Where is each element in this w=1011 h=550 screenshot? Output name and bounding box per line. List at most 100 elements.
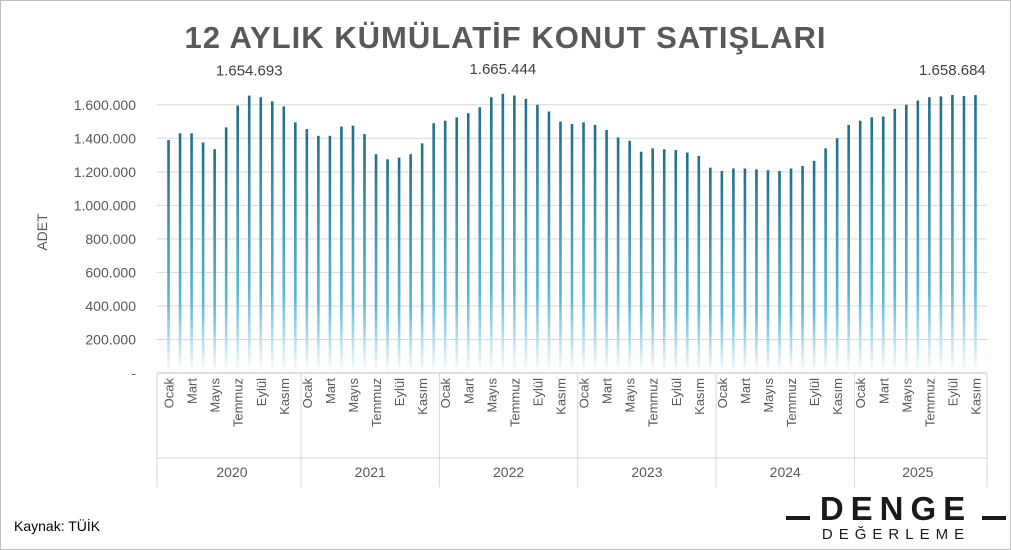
x-tick-label-month: Ocak: [577, 378, 592, 409]
x-tick-label-month: Temmuz: [507, 378, 522, 427]
bar: [639, 151, 643, 373]
bar: [340, 126, 343, 373]
bar: [386, 159, 389, 373]
bar: [270, 101, 274, 373]
bar: [732, 168, 735, 373]
x-tick-label-month: Mart: [600, 378, 615, 404]
bar: [524, 98, 528, 373]
y-tick-label: -: [131, 365, 136, 381]
x-tick-label-year: 2024: [770, 464, 801, 480]
chart-title: 12 AYLIK KÜMÜLATİF KONUT SATIŞLARI: [184, 20, 827, 55]
y-tick-label: 400.000: [85, 298, 136, 314]
bar: [766, 170, 770, 373]
bar: [466, 113, 470, 373]
x-axis: Ocak Mart Mayıs Temmuz Eylül Kasım 2020 Ocak Mar…: [156, 372, 988, 487]
bar: [317, 135, 320, 373]
bar: [651, 148, 654, 373]
x-tick-label-month: Mart: [738, 378, 753, 404]
bar: [455, 117, 459, 374]
x-tick-label-month: Temmuz: [231, 378, 246, 427]
x-tick-label-month: Kasım: [553, 378, 568, 415]
y-tick-label: 1.000.000: [74, 197, 136, 213]
bar: [374, 154, 378, 373]
bar: [628, 140, 631, 373]
logo-main-text: DENGE: [819, 490, 973, 527]
x-tick-label-year: 2023: [631, 464, 662, 480]
x-tick-label-month: Kasım: [277, 378, 292, 415]
bar: [420, 143, 424, 373]
bar: [409, 154, 412, 373]
x-tick-label-year: 2022: [493, 464, 524, 480]
y-tick-label: 200.000: [85, 331, 136, 347]
bar: [881, 116, 885, 373]
bar: [743, 168, 747, 373]
x-tick-label-month: Mayıs: [484, 378, 499, 413]
logo-left-bar: [786, 516, 810, 520]
x-tick-label-month: Ocak: [438, 378, 453, 409]
bar: [247, 95, 251, 374]
bar: [778, 170, 781, 373]
bars: [167, 93, 977, 374]
logo-sub-text: DEĞERLEME: [821, 526, 971, 543]
x-tick-label-month: Mayıs: [346, 378, 361, 413]
x-tick-label-month: Eylül: [945, 378, 960, 406]
bar: [835, 138, 839, 373]
bar: [305, 129, 309, 373]
bar: [605, 129, 608, 373]
bar: [363, 134, 366, 373]
x-tick-label-month: Temmuz: [922, 378, 937, 427]
bar: [801, 165, 804, 373]
bar: [167, 139, 170, 373]
x-tick-label-month: Kasım: [692, 378, 707, 415]
bar: [490, 97, 493, 374]
bar: [190, 133, 193, 373]
x-tick-label-month: Eylül: [669, 378, 684, 406]
data-labels: 1.654.693 1.665.444 1.658.684: [216, 61, 986, 80]
x-tick-label-month: Mart: [323, 378, 338, 404]
bar: [513, 95, 516, 373]
bar: [685, 152, 689, 373]
data-label: 1.665.444: [469, 61, 536, 78]
bar: [213, 149, 216, 373]
y-axis: - 200.000 400.000 600.000 800.000 1.000.000 1.…: [74, 97, 137, 381]
x-tick-label-month: Kasım: [415, 378, 430, 415]
bar: [962, 96, 966, 373]
bar: [501, 93, 505, 373]
x-tick-label-month: Temmuz: [369, 378, 384, 427]
bar: [709, 167, 712, 373]
bar: [294, 122, 297, 373]
data-label: 1.654.693: [216, 63, 283, 80]
data-label: 1.658.684: [919, 62, 986, 79]
bar: [559, 121, 562, 373]
bar: [201, 142, 205, 373]
bar: [282, 106, 286, 374]
bar: [951, 94, 954, 373]
bar: [812, 160, 816, 373]
bar: [928, 97, 931, 374]
bar: [570, 124, 574, 373]
x-tick-label-month: Mayıs: [761, 378, 776, 413]
x-tick-label-month: Eylül: [392, 378, 407, 406]
x-tick-label-month: Mayıs: [208, 378, 223, 413]
source-note: Kaynak: TÜİK: [14, 518, 101, 534]
bar: [824, 148, 827, 373]
bar: [905, 104, 908, 373]
x-tick-label-month: Ocak: [853, 378, 868, 409]
x-tick-label-month: Ocak: [300, 378, 315, 409]
x-tick-label-year: 2020: [216, 464, 247, 480]
bar: [870, 117, 874, 374]
x-tick-label-month: Eylül: [254, 378, 269, 406]
x-tick-label-month: Kasım: [968, 378, 983, 415]
bar: [720, 170, 724, 373]
bar: [662, 149, 666, 373]
y-tick-label: 1.600.000: [74, 97, 136, 113]
x-tick-label-month: Mayıs: [899, 378, 914, 413]
bar: [755, 169, 758, 373]
denge-logo: DENGE DEĞERLEME: [786, 488, 1006, 548]
bar: [582, 122, 585, 373]
y-tick-label: 800.000: [85, 231, 136, 247]
bar: [328, 135, 332, 373]
bar: [236, 105, 239, 374]
bar: [858, 120, 862, 373]
